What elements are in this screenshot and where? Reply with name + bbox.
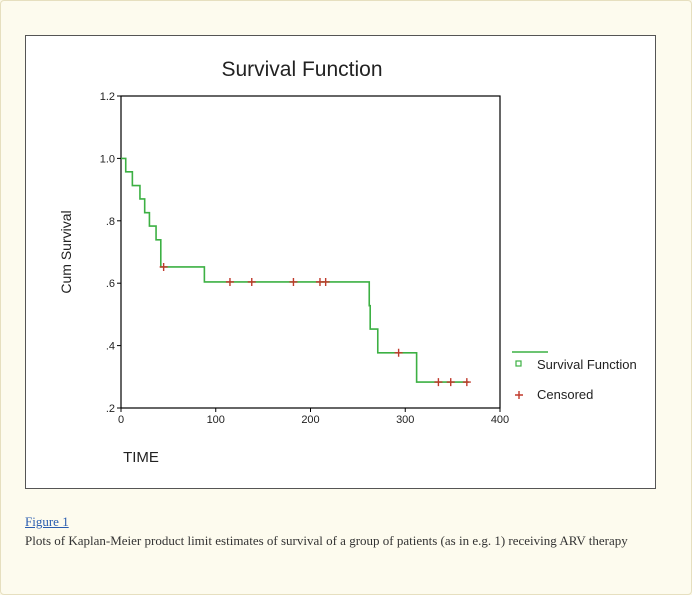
x-tick-label: 300 bbox=[396, 414, 414, 426]
figure-caption: Figure 1 Plots of Kaplan-Meier product l… bbox=[25, 512, 665, 550]
chart-container: Survival Function TIME Cum Survival 0 100… bbox=[25, 35, 656, 489]
censored-marker bbox=[247, 277, 256, 286]
y-axis-label: Cum Survival bbox=[58, 210, 74, 293]
y-tick-label: 1.0 bbox=[100, 153, 115, 165]
censored-marker bbox=[394, 348, 403, 357]
legend-square-swatch bbox=[515, 360, 522, 367]
survival-chart: Survival Function TIME Cum Survival 0 100… bbox=[58, 58, 637, 466]
figure-link[interactable]: Figure 1 bbox=[25, 514, 69, 529]
legend-label-censored: Censored bbox=[537, 387, 593, 402]
caption-text: Plots of Kaplan-Meier product limit esti… bbox=[25, 533, 628, 548]
censored-marker bbox=[321, 277, 330, 286]
censored-marker bbox=[446, 378, 455, 387]
censored-marker bbox=[225, 277, 234, 286]
censored-marker bbox=[462, 378, 471, 387]
plot-area bbox=[120, 95, 501, 409]
y-tick-label: .8 bbox=[106, 216, 115, 228]
survival-function-line bbox=[121, 157, 469, 383]
x-tick-label: 0 bbox=[118, 414, 124, 426]
y-tick-label: .6 bbox=[106, 278, 115, 290]
chart-title: Survival Function bbox=[221, 58, 382, 81]
y-tick-label: 1.2 bbox=[100, 91, 115, 103]
legend-label-survival: Survival Function bbox=[537, 357, 637, 372]
censored-marker bbox=[289, 277, 298, 286]
y-tick-label: .4 bbox=[106, 341, 115, 353]
x-tick-label: 400 bbox=[491, 414, 509, 426]
x-axis-label: TIME bbox=[123, 449, 159, 466]
censored-marker bbox=[159, 262, 168, 271]
x-tick-label: 100 bbox=[207, 414, 225, 426]
legend-plus-swatch bbox=[515, 391, 523, 399]
censored-marker bbox=[434, 378, 443, 387]
y-tick-label: .2 bbox=[106, 403, 115, 415]
x-tick-label: 200 bbox=[301, 414, 319, 426]
